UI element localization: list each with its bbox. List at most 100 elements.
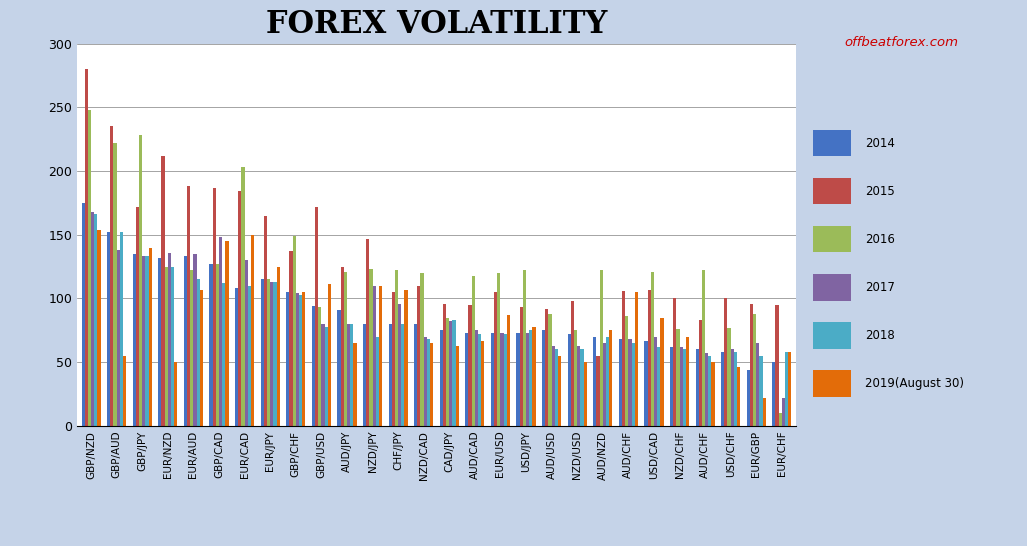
Bar	[287, 292, 290, 426]
Bar	[644, 341, 648, 426]
Bar	[123, 356, 126, 426]
Bar	[388, 324, 391, 426]
Bar	[264, 216, 267, 426]
Bar	[577, 346, 580, 426]
Bar	[724, 299, 727, 426]
Bar	[756, 343, 760, 426]
Bar	[775, 305, 778, 426]
Bar	[117, 250, 120, 426]
Bar	[597, 356, 600, 426]
Bar	[94, 215, 98, 426]
Bar	[405, 289, 408, 426]
Bar	[200, 289, 203, 426]
Bar	[315, 207, 318, 426]
Bar	[175, 362, 178, 426]
Bar	[763, 398, 766, 426]
Bar	[660, 318, 663, 426]
Bar	[424, 337, 427, 426]
Text: 2018: 2018	[866, 329, 896, 342]
Bar	[216, 264, 219, 426]
Bar	[273, 282, 276, 426]
Bar	[341, 266, 344, 426]
Bar	[318, 307, 321, 426]
Bar	[503, 334, 507, 426]
Bar	[594, 337, 597, 426]
Bar	[391, 292, 395, 426]
Bar	[91, 212, 94, 426]
Bar	[235, 288, 238, 426]
Bar	[500, 333, 503, 426]
Bar	[812, 322, 850, 348]
Bar	[622, 291, 625, 426]
Bar	[580, 349, 583, 426]
Bar	[417, 286, 420, 426]
Bar	[398, 304, 402, 426]
Bar	[187, 186, 190, 426]
Bar	[107, 232, 110, 426]
Bar	[532, 327, 536, 426]
Bar	[167, 253, 172, 426]
Bar	[778, 413, 782, 426]
Bar	[420, 273, 424, 426]
Bar	[443, 304, 446, 426]
Bar	[680, 347, 683, 426]
Bar	[734, 352, 737, 426]
Bar	[139, 135, 143, 426]
Bar	[772, 362, 775, 426]
Bar	[683, 349, 686, 426]
Bar	[113, 143, 117, 426]
Bar	[497, 273, 500, 426]
Bar	[395, 270, 398, 426]
Bar	[190, 270, 193, 426]
Bar	[312, 306, 315, 426]
Bar	[812, 226, 850, 252]
Bar	[789, 352, 792, 426]
Bar	[670, 347, 673, 426]
Bar	[161, 156, 164, 426]
Bar	[635, 292, 638, 426]
Bar	[600, 270, 603, 426]
Bar	[238, 192, 241, 426]
Bar	[750, 304, 753, 426]
Bar	[172, 266, 175, 426]
Bar	[523, 270, 526, 426]
Bar	[730, 349, 734, 426]
Bar	[276, 266, 279, 426]
Bar	[213, 188, 216, 426]
Bar	[471, 276, 474, 426]
Bar	[654, 337, 657, 426]
Bar	[164, 266, 167, 426]
Bar	[558, 356, 561, 426]
Bar	[350, 324, 353, 426]
Bar	[782, 398, 785, 426]
Bar	[373, 286, 376, 426]
Bar	[158, 258, 161, 426]
Bar	[290, 251, 293, 426]
Bar	[609, 330, 612, 426]
Bar	[81, 203, 84, 426]
Bar	[149, 247, 152, 426]
Bar	[376, 337, 379, 426]
Bar	[526, 333, 529, 426]
Bar	[120, 232, 123, 426]
Bar	[468, 305, 471, 426]
Bar	[651, 272, 654, 426]
Bar	[478, 334, 482, 426]
Bar	[698, 320, 701, 426]
Bar	[453, 320, 456, 426]
Bar	[299, 295, 302, 426]
Bar	[270, 282, 273, 426]
Text: 2019(August 30): 2019(August 30)	[866, 377, 964, 390]
Bar	[753, 314, 756, 426]
Bar	[110, 127, 113, 426]
Bar	[760, 356, 763, 426]
Bar	[363, 324, 366, 426]
Text: 2014: 2014	[866, 136, 896, 150]
Bar	[812, 274, 850, 300]
Bar	[606, 337, 609, 426]
Bar	[146, 257, 149, 426]
Bar	[248, 286, 251, 426]
Bar	[648, 289, 651, 426]
Bar	[632, 343, 635, 426]
Bar	[414, 324, 417, 426]
